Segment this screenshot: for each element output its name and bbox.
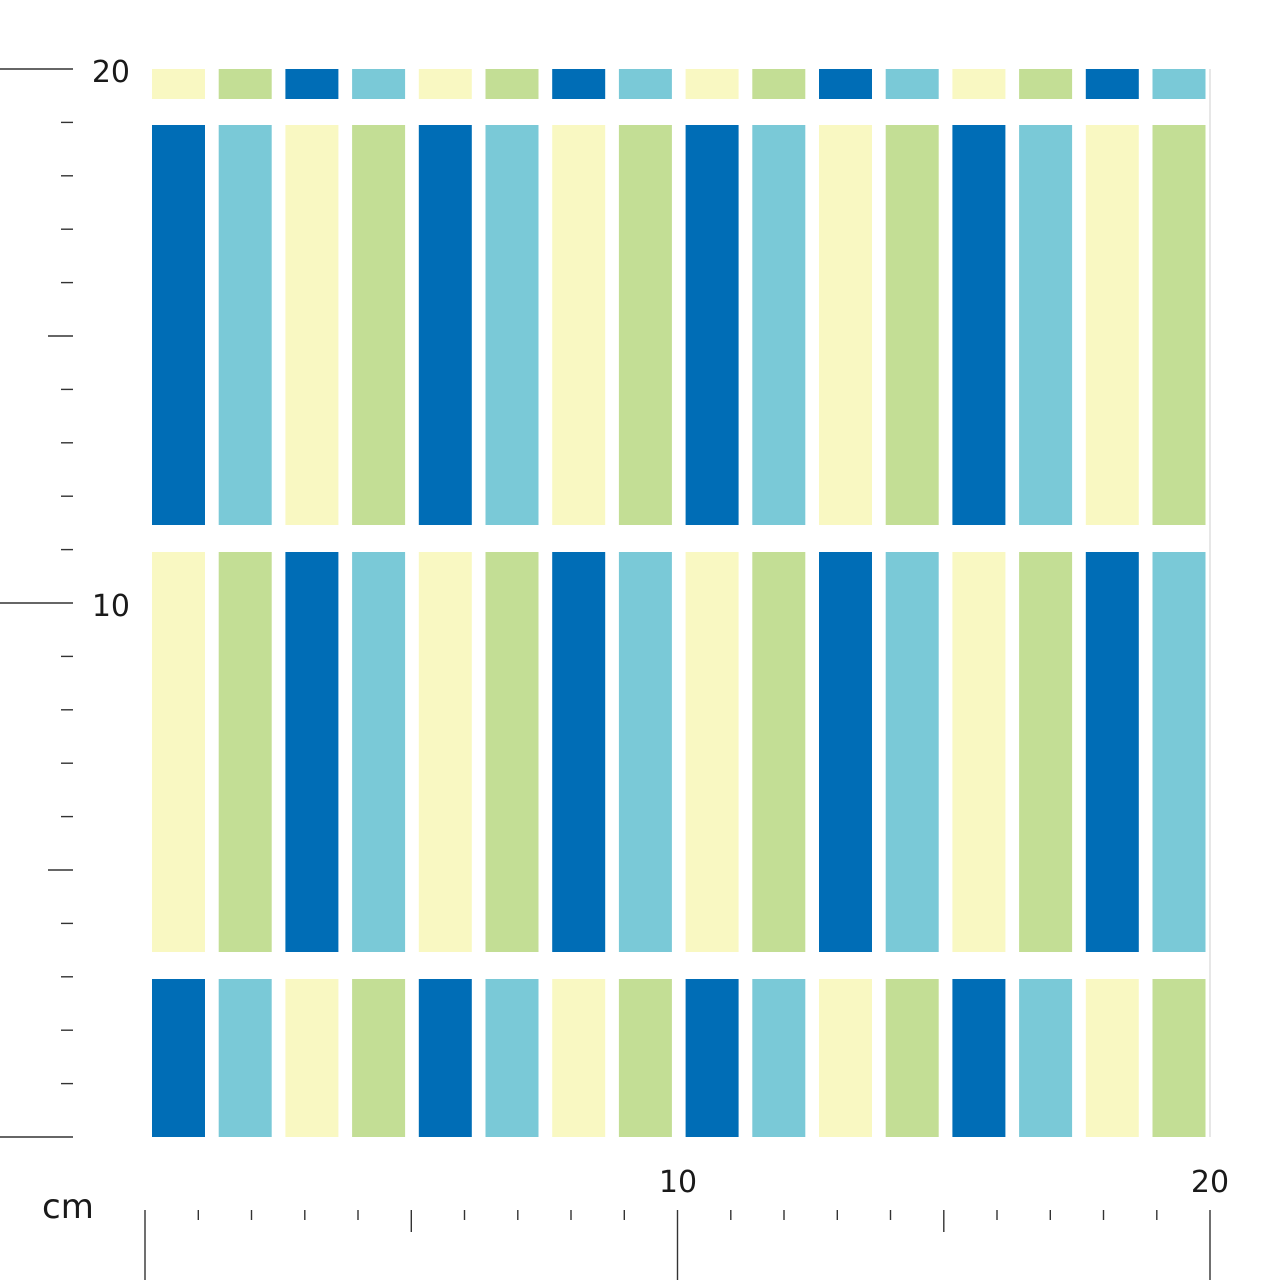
stripe-cream xyxy=(685,69,739,99)
stripe-cream xyxy=(552,125,606,525)
stripe-green xyxy=(752,552,806,952)
stripe-light-blue xyxy=(352,69,406,99)
unit-label: cm xyxy=(42,1187,94,1227)
left-ruler xyxy=(0,68,73,1138)
stripe-dark-blue xyxy=(819,69,872,99)
stripe-dark-blue xyxy=(552,552,606,952)
stripe-dark-blue xyxy=(152,979,205,1137)
stripe-green xyxy=(218,69,272,99)
stripe-light-blue xyxy=(618,552,672,952)
stripe-dark-blue xyxy=(952,979,1006,1137)
stripe-light-blue xyxy=(218,125,272,525)
stripe-cream xyxy=(285,979,339,1137)
stripe-cream xyxy=(285,125,339,525)
stripe-green xyxy=(485,69,539,99)
stripe-light-blue xyxy=(1019,125,1073,525)
left-ruler-label-20: 20 xyxy=(92,55,130,90)
stripe-cream xyxy=(1085,979,1139,1137)
stripe-cream xyxy=(1085,125,1139,525)
stripe-cream xyxy=(952,69,1006,99)
stripe-light-blue xyxy=(485,979,539,1137)
stripe-light-blue xyxy=(485,125,539,525)
stripe-light-blue xyxy=(885,552,939,952)
stripe-dark-blue xyxy=(285,552,339,952)
bottom-ruler xyxy=(144,1210,1211,1280)
stripe-cream xyxy=(819,979,872,1137)
bottom-ruler-label-20: 20 xyxy=(1191,1165,1229,1200)
stripe-light-blue xyxy=(618,69,672,99)
stripe-dark-blue xyxy=(685,125,739,525)
stripe-green xyxy=(752,69,806,99)
stripe-light-blue xyxy=(752,125,806,525)
stripe-dark-blue xyxy=(418,979,472,1137)
stripe-pattern xyxy=(152,69,1211,1137)
stripe-green xyxy=(885,125,939,525)
stripe-green xyxy=(1019,69,1073,99)
stripe-cream xyxy=(152,552,205,952)
stripe-green xyxy=(1019,552,1073,952)
stripe-cream xyxy=(418,552,472,952)
stripe-light-blue xyxy=(218,979,272,1137)
stripe-dark-blue xyxy=(1085,552,1139,952)
bottom-ruler-label-10: 10 xyxy=(659,1165,697,1200)
stripe-green xyxy=(885,979,939,1137)
stripe-light-blue xyxy=(885,69,939,99)
stripe-green xyxy=(1152,979,1206,1137)
stripe-light-blue xyxy=(352,552,406,952)
stripe-dark-blue xyxy=(152,125,205,525)
stripe-green xyxy=(352,125,406,525)
stripe-light-blue xyxy=(752,979,806,1137)
stripe-cream xyxy=(552,979,606,1137)
stripe-dark-blue xyxy=(1085,69,1139,99)
stripe-dark-blue xyxy=(685,979,739,1137)
stripe-dark-blue xyxy=(285,69,339,99)
stripe-cream xyxy=(685,552,739,952)
stripe-dark-blue xyxy=(552,69,606,99)
stripe-green xyxy=(1152,125,1206,525)
stripe-green xyxy=(352,979,406,1137)
stripe-green xyxy=(485,552,539,952)
stripe-green xyxy=(618,979,672,1137)
stripe-light-blue xyxy=(1152,552,1206,952)
stripe-green xyxy=(218,552,272,952)
stripe-light-blue xyxy=(1152,69,1206,99)
stripe-green xyxy=(618,125,672,525)
stripe-cream xyxy=(418,69,472,99)
stripe-light-blue xyxy=(1019,979,1073,1137)
stripe-dark-blue xyxy=(418,125,472,525)
stripe-cream xyxy=(952,552,1006,952)
stripe-cream xyxy=(819,125,872,525)
stripe-dark-blue xyxy=(819,552,872,952)
stripe-dark-blue xyxy=(952,125,1006,525)
left-ruler-label-10: 10 xyxy=(92,589,130,624)
stripe-cream xyxy=(152,69,205,99)
